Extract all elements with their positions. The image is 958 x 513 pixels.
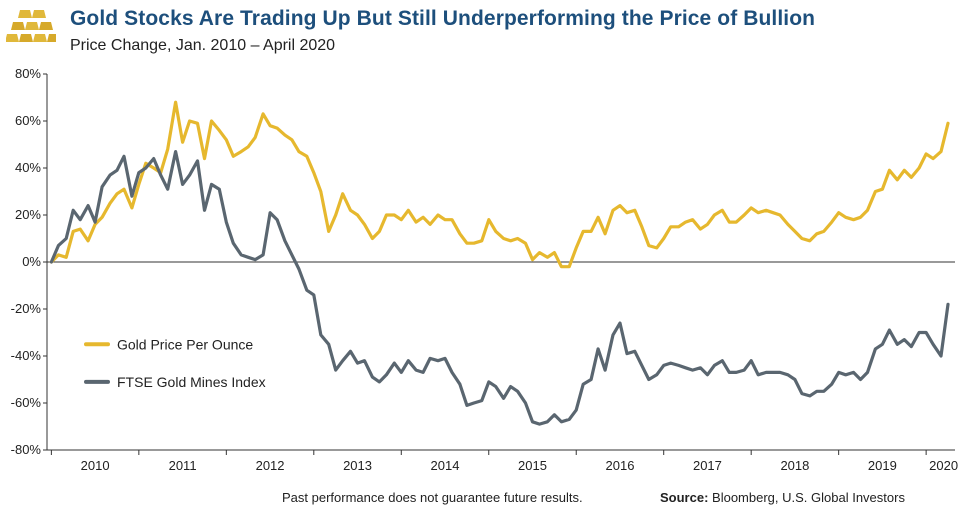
chart-series [49,100,950,426]
source-label: Source: [660,490,709,505]
x-tick-label: 2020 [929,458,958,473]
x-tick-label: 2013 [343,458,372,473]
y-tick-label: 0% [22,254,41,269]
gold-bars-logo-icon [6,10,56,42]
y-tick-label: -20% [11,301,42,316]
x-tick-label: 2011 [169,458,197,473]
x-tick-label: 2010 [81,458,110,473]
chart-header: Gold Stocks Are Trading Up But Still Und… [0,0,958,62]
y-tick-label: 80% [15,66,41,81]
y-tick-label: 60% [15,113,41,128]
x-tick-label: 2015 [518,458,547,473]
chart-legend: Gold Price Per Ounce FTSE Gold Mines Inde… [84,336,266,390]
y-tick-label: -80% [11,442,42,457]
source-text: Bloomberg, U.S. Global Investors [712,490,905,505]
disclaimer-text: Past performance does not guarantee futu… [282,490,583,505]
chart-axes: 80% 60% 40% 20% 0% -20% -40% -60% -80% 2010 2011 20… [11,66,958,473]
source-note: Source: Bloomberg, U.S. Global Investors [660,490,905,505]
x-tick-label: 2016 [606,458,635,473]
x-tick-label: 2014 [431,458,460,473]
x-tick-label: 2019 [868,458,897,473]
x-tick-label: 2012 [256,458,285,473]
legend-label-mines: FTSE Gold Mines Index [117,374,266,390]
y-tick-label: 20% [15,207,41,222]
y-tick-label: -60% [11,395,42,410]
chart-title: Gold Stocks Are Trading Up But Still Und… [70,7,816,30]
x-tick-label: 2018 [780,458,809,473]
chart-subtitle: Price Change, Jan. 2010 – April 2020 [70,37,336,54]
legend-label-gold: Gold Price Per Ounce [117,336,253,352]
y-tick-label: 40% [15,160,41,175]
gold-price-line [49,100,950,269]
x-tick-label: 2017 [693,458,722,473]
gold-mines-index-line [49,150,950,426]
y-tick-label: -40% [11,348,42,363]
